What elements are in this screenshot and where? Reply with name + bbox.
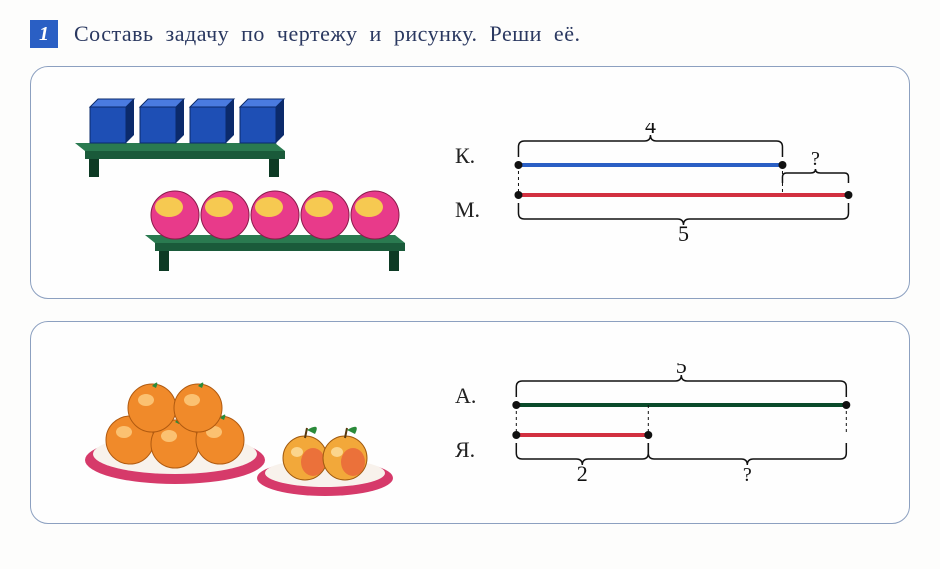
diagram-value-5: 5: [678, 221, 689, 243]
diagram-label-k: К.: [455, 143, 480, 169]
scene-plates: [55, 340, 415, 505]
diagram-value-5b: 5: [676, 363, 687, 378]
diagram-svg-1: 4 ? 5: [492, 123, 885, 243]
scene-shelves: [55, 85, 415, 280]
task-number: 1: [39, 23, 49, 46]
diagram-value-4: 4: [645, 123, 656, 138]
diagram-fruits: А. Я. 5 2 ?: [455, 363, 885, 483]
task-number-badge: 1: [30, 20, 58, 48]
shelves-illustration: [55, 85, 415, 275]
diagram-label-a: А.: [455, 383, 476, 409]
diagram-label-m: М.: [455, 197, 480, 223]
diagram-value-2: 2: [577, 461, 588, 483]
task-header: 1 Составь задачу по чертежу и рисунку. Р…: [30, 20, 910, 48]
diagram-cubes-balls: К. М. 4 ? 5: [455, 123, 885, 243]
diagram-question-2: ?: [743, 464, 752, 483]
diagram-svg-2: 5 2 ?: [488, 363, 885, 483]
panel-fruits: А. Я. 5 2 ?: [30, 321, 910, 524]
panel-cubes-balls: К. М. 4 ? 5: [30, 66, 910, 299]
diagram-question-1: ?: [811, 148, 820, 170]
task-instruction: Составь задачу по чертежу и рисунку. Реш…: [74, 21, 580, 47]
diagram-label-ya: Я.: [455, 437, 476, 463]
diagram-labels-2: А. Я.: [455, 383, 476, 463]
plates-illustration: [55, 340, 415, 500]
diagram-labels-1: К. М.: [455, 143, 480, 223]
